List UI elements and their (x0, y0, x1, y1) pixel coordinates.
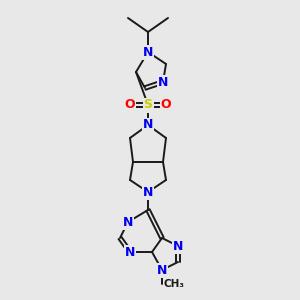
Text: N: N (143, 185, 153, 199)
Text: S: S (143, 98, 152, 112)
Text: O: O (161, 98, 171, 112)
Text: N: N (143, 118, 153, 131)
Text: N: N (157, 263, 167, 277)
Text: N: N (143, 46, 153, 59)
Text: N: N (123, 215, 133, 229)
Text: N: N (125, 245, 135, 259)
Text: CH₃: CH₃ (164, 279, 185, 289)
Text: N: N (158, 76, 168, 88)
Text: O: O (125, 98, 135, 112)
Text: N: N (173, 239, 183, 253)
